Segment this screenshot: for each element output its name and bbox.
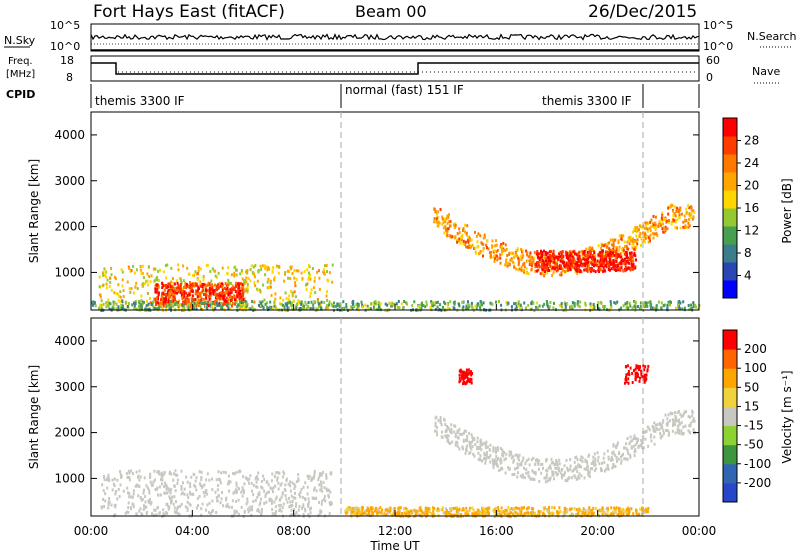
colorbar-swatch — [723, 244, 737, 263]
colorbar-swatch — [723, 387, 737, 407]
nsky-trace — [90, 33, 700, 41]
velocity-x-ticks: 00:00 04:00 08:00 12:00 16:00 20:00 00:00 — [74, 304, 717, 538]
x-tick-label: 04:00 — [175, 524, 210, 538]
y-tick-label: 4000 — [54, 334, 85, 348]
freq-trace — [91, 62, 699, 75]
colorbar-swatch — [723, 444, 737, 465]
y-tick-label: 4000 — [54, 128, 85, 142]
velocity-colorbar: 200 100 50 15 -15 -50 -100 -200 — [722, 329, 771, 503]
power-y-ticks: 1000 2000 3000 4000 — [54, 128, 699, 279]
cpid-label: CPID — [6, 88, 35, 101]
nave-tick-bottom: 0 — [706, 71, 713, 84]
colorbar-swatch — [723, 280, 737, 299]
velocity-colorbar-label: Velocity [m s⁻¹] — [780, 370, 794, 463]
y-tick-label: 1000 — [54, 265, 85, 279]
y-tick-label: 2000 — [54, 220, 85, 234]
nsky-noise-trace — [90, 33, 700, 51]
colorbar-tick-label: 20 — [744, 179, 759, 193]
nsky-tick-top: 10^5 — [50, 19, 80, 32]
nave-label: Nave — [752, 65, 780, 78]
colorbar-swatch — [723, 482, 737, 503]
nsearch-tick-bottom: 10^0 — [703, 40, 733, 53]
velocity-y-ticks: 1000 2000 3000 4000 — [54, 334, 699, 485]
nsky-label: N.Sky — [4, 34, 36, 47]
power-data — [91, 203, 701, 313]
colorbar-swatch — [723, 190, 737, 209]
freq-label-line1: Freq. — [8, 56, 33, 67]
freq-tick-bottom: 8 — [66, 71, 73, 84]
colorbar-swatch — [723, 330, 737, 350]
cpid-segment-1: themis 3300 IF — [95, 94, 185, 108]
colorbar-swatch — [723, 262, 737, 281]
colorbar-tick-label: 16 — [744, 201, 759, 215]
colorbar-tick-label: 28 — [744, 134, 759, 148]
cpid-segment-2: normal (fast) 151 IF — [345, 83, 464, 97]
colorbar-tick-label: -100 — [744, 457, 771, 471]
freq-label-line2: [MHz] — [6, 69, 35, 80]
power-ylabel: Slant Range [km] — [27, 159, 41, 263]
x-axis-label: Time UT — [369, 539, 420, 553]
y-tick-label: 3000 — [54, 174, 85, 188]
freq-strip: Freq. [MHz] 18 8 60 0 Nave — [6, 54, 780, 84]
velocity-panel: 1000 2000 3000 4000 00:00 04:00 08:00 12:00 16:… — [27, 304, 716, 553]
colorbar-tick-label: 50 — [744, 380, 759, 394]
cpid-row: CPID themis 3300 IF normal (fast) 151 IF… — [6, 83, 700, 108]
colorbar-swatch — [723, 349, 737, 369]
power-panel: 1000 2000 3000 4000 Slant Range [km] — [27, 111, 701, 313]
colorbar-tick-label: 12 — [744, 224, 759, 238]
nsky-strip: N.Sky 10^5 10^0 10^5 10^0 N.Search — [4, 19, 797, 53]
x-tick-label: 00:00 — [74, 524, 109, 538]
colorbar-swatch — [723, 463, 737, 484]
colorbar-tick-label: 24 — [744, 156, 759, 170]
power-colorbar: 4 8 12 16 20 24 28 — [722, 117, 759, 299]
cpid-segment-3: themis 3300 IF — [542, 94, 632, 108]
colorbar-swatch — [723, 226, 737, 245]
y-tick-label: 2000 — [54, 426, 85, 440]
station-title: Fort Hays East (fitACF) — [93, 2, 285, 22]
nsky-tick-bottom: 10^0 — [50, 40, 80, 53]
colorbar-tick-label: 15 — [744, 399, 759, 413]
x-tick-label: 20:00 — [580, 524, 615, 538]
colorbar-swatch — [723, 172, 737, 191]
beam-title: Beam 00 — [355, 2, 427, 21]
colorbar-swatch — [723, 136, 737, 155]
velocity-data — [100, 364, 696, 519]
x-tick-label: 12:00 — [378, 524, 413, 538]
velocity-ylabel: Slant Range [km] — [27, 365, 41, 469]
x-tick-label: 00:00 — [682, 524, 717, 538]
nave-tick-top: 60 — [706, 54, 720, 67]
colorbar-swatch — [723, 208, 737, 227]
nsearch-label: N.Search — [747, 30, 797, 43]
colorbar-tick-label: 4 — [744, 269, 752, 283]
freq-tick-top: 18 — [60, 54, 74, 67]
colorbar-swatch — [723, 154, 737, 173]
power-colorbar-label: Power [dB] — [780, 178, 794, 243]
nsearch-tick-top: 10^5 — [703, 19, 733, 32]
colorbar-tick-label: -15 — [744, 419, 764, 433]
colorbar-tick-label: -200 — [744, 476, 771, 490]
colorbar-tick-label: 200 — [744, 342, 767, 356]
colorbar-swatch — [723, 368, 737, 388]
date-title: 26/Dec/2015 — [588, 2, 697, 22]
colorbar-tick-label: -50 — [744, 438, 764, 452]
colorbar-swatch — [723, 118, 737, 137]
x-tick-label: 08:00 — [276, 524, 311, 538]
colorbar-swatch — [723, 406, 737, 427]
colorbar-tick-label: 8 — [744, 246, 752, 260]
x-tick-label: 16:00 — [479, 524, 514, 538]
colorbar-swatch — [723, 425, 737, 446]
y-tick-label: 1000 — [54, 471, 85, 485]
colorbar-tick-label: 100 — [744, 361, 767, 375]
y-tick-label: 3000 — [54, 380, 85, 394]
